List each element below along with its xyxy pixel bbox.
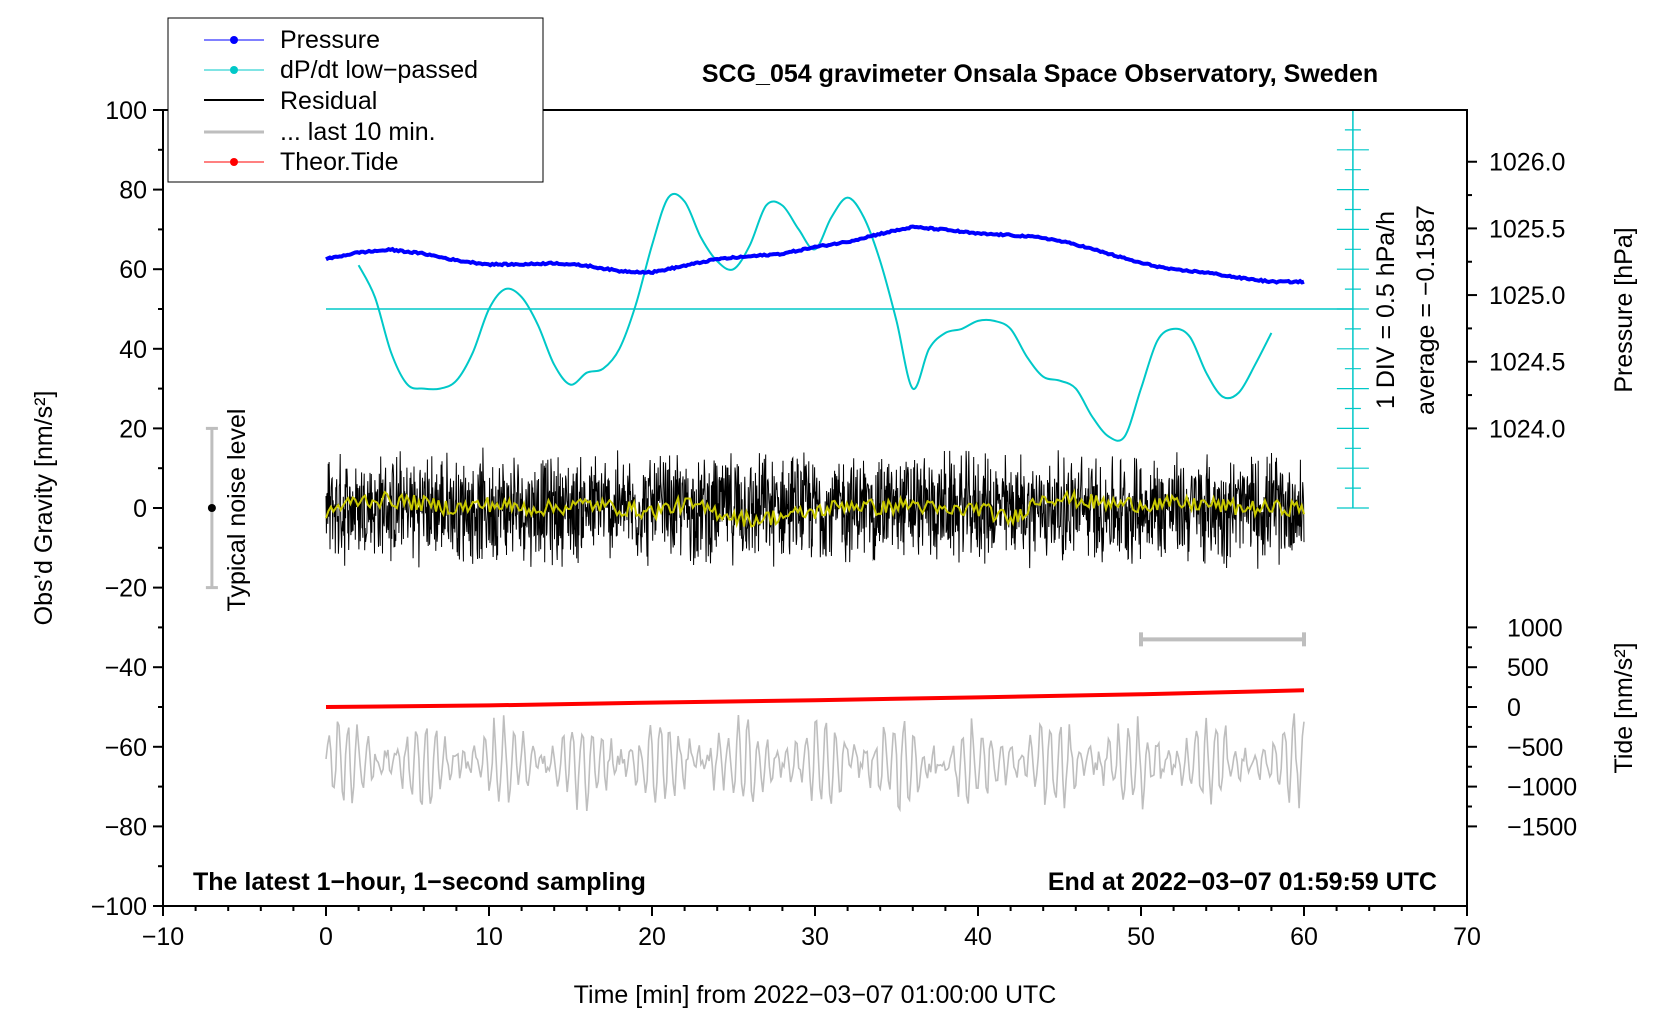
legend-label-last10: ... last 10 min. — [280, 118, 436, 146]
legend-marker-dpdt — [230, 66, 238, 74]
tide-tick-label: 0 — [1507, 694, 1521, 722]
tide-tick-label: −500 — [1507, 734, 1563, 762]
x-tick-label: 0 — [319, 923, 333, 951]
x-tick-label: 40 — [964, 923, 992, 951]
dpdt-scale-label-2: average = −0.1587 — [1412, 205, 1440, 415]
pressure-axis-label: Pressure [hPa] — [1610, 227, 1638, 392]
y-tick-label: −40 — [105, 654, 147, 682]
pressure-tick-label: 1025.0 — [1489, 282, 1565, 310]
y-tick-label: 60 — [119, 256, 147, 284]
dpdt-scale-label-1: 1 DIV = 0.5 hPa/h — [1372, 211, 1400, 409]
tide-tick-label: −1000 — [1507, 774, 1577, 802]
pressure-tick-label: 1026.0 — [1489, 149, 1565, 177]
tide-tick-label: −1500 — [1507, 813, 1577, 841]
pressure-tick-label: 1025.5 — [1489, 215, 1565, 243]
tide-axis-label: Tide [nm/s²] — [1610, 642, 1638, 773]
legend-marker-tide — [230, 158, 238, 166]
pressure-tick-label: 1024.5 — [1489, 349, 1565, 377]
series-dpdt — [357, 192, 1273, 442]
y-tick-label: 0 — [133, 495, 147, 523]
x-tick-label: 70 — [1453, 923, 1481, 951]
pressure-tick-label: 1024.0 — [1489, 415, 1565, 443]
legend-label-dpdt: dP/dt low−passed — [280, 56, 478, 84]
y-tick-label: −80 — [105, 813, 147, 841]
x-tick-label: 10 — [475, 923, 503, 951]
noise-bar-center — [207, 504, 216, 512]
x-tick-label: 20 — [638, 923, 666, 951]
y-tick-label: 80 — [119, 177, 147, 205]
legend-label-residual: Residual — [280, 87, 377, 115]
series-layer — [205, 192, 1306, 813]
y-axis-label: Obs’d Gravity [nm/s²] — [30, 391, 58, 626]
legend-label-pressure: Pressure — [280, 26, 380, 54]
x-tick-label: 50 — [1127, 923, 1155, 951]
tide-tick-label: 1000 — [1507, 614, 1563, 642]
legend: Pressure dP/dt low−passed Residual ... l… — [167, 17, 544, 183]
y-tick-label: −100 — [91, 893, 147, 921]
dpdt-scale-bar — [326, 109, 1369, 509]
series-pressure — [325, 224, 1305, 285]
y-tick-label: −20 — [105, 575, 147, 603]
x-tick-label: 30 — [801, 923, 829, 951]
y-tick-label: 100 — [105, 97, 147, 125]
y-tick-label: 40 — [119, 336, 147, 364]
annotation-bottom-left: The latest 1−hour, 1−second sampling — [193, 868, 646, 896]
x-axis-label: Time [min] from 2022−03−07 01:00:00 UTC — [574, 981, 1057, 1009]
legend-marker-pressure — [230, 36, 238, 44]
axes-layer: −10 0 10 20 30 40 50 60 70−100−80−60−40−20020406… — [91, 97, 1578, 951]
series-residual — [325, 447, 1305, 569]
chart-title: SCG_054 gravimeter Onsala Space Observat… — [702, 60, 1378, 88]
series-last10 — [325, 713, 1305, 813]
series-residual-smoothed — [325, 488, 1305, 529]
series-theor-tide — [325, 688, 1305, 709]
y-tick-label: −60 — [105, 734, 147, 762]
annotation-bottom-right: End at 2022−03−07 01:59:59 UTC — [1048, 868, 1437, 896]
x-tick-label: 60 — [1290, 923, 1318, 951]
noise-level-label: Typical noise level — [223, 409, 251, 612]
y-tick-label: 20 — [119, 415, 147, 443]
x-tick-label: −10 — [142, 923, 184, 951]
tide-tick-label: 500 — [1507, 654, 1549, 682]
legend-label-tide: Theor.Tide — [280, 148, 399, 176]
